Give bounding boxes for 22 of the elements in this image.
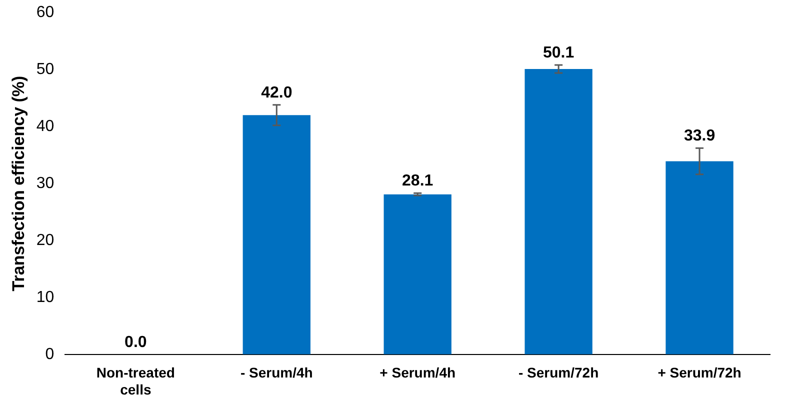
data-label: 0.0 (124, 334, 147, 351)
data-label: 42.0 (261, 84, 292, 102)
y-tick-label: 30 (36, 174, 54, 192)
x-tick-label: - Serum/4h (240, 364, 313, 381)
bar (384, 194, 452, 354)
y-tick-label: 10 (36, 288, 54, 306)
y-tick-label: 0 (45, 346, 54, 363)
y-tick-label: 20 (36, 232, 54, 249)
x-tick-label: + Serum/4h (380, 364, 456, 381)
bar (524, 68, 592, 354)
y-axis-title: Transfection efficiency (%) (8, 76, 28, 292)
bar (666, 161, 734, 354)
x-tick-label: + Serum/72h (658, 364, 742, 381)
y-tick-label: 60 (36, 4, 54, 22)
y-tick-label: 40 (36, 118, 54, 135)
x-tick-label: Non-treated cells (96, 364, 175, 398)
bar (242, 115, 310, 354)
data-label: 50.1 (542, 44, 574, 62)
y-tick-label: 50 (36, 60, 54, 78)
x-tick-label: - Serum/72h (518, 364, 599, 381)
data-label: 28.1 (402, 172, 434, 190)
data-label: 33.9 (684, 128, 716, 145)
